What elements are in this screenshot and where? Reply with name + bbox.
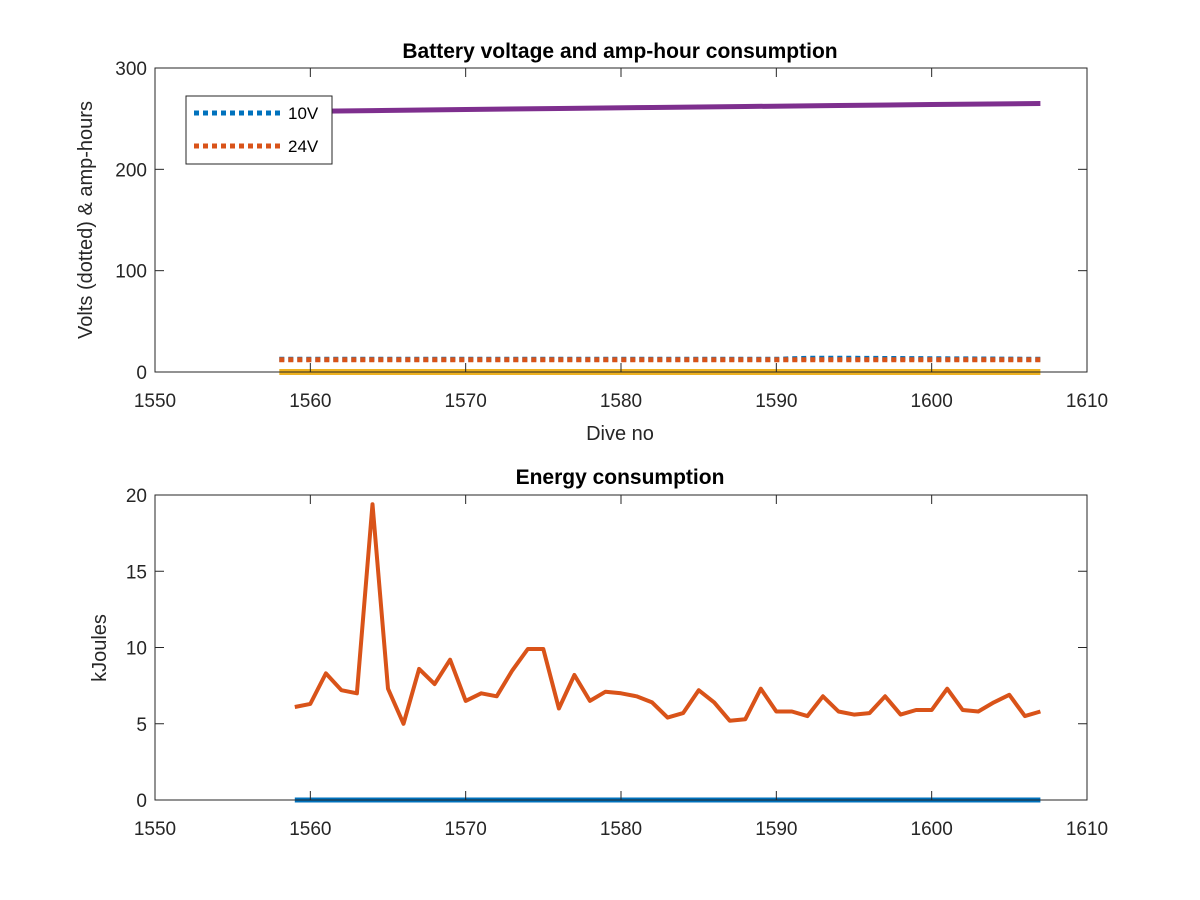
y-tick-label: 0 [136,363,147,384]
x-tick-label: 1600 [911,819,953,840]
x-axis-label: Dive no [586,423,654,445]
y-tick-label: 0 [136,791,147,812]
series-line-3 [279,101,1041,115]
y-axis-label: Volts (dotted) & amp-hours [75,101,97,339]
x-tick-label: 1560 [289,391,331,412]
x-tick-label: 1560 [289,819,331,840]
y-tick-label: 15 [126,562,147,583]
series-line-1 [294,502,1041,726]
x-tick-label: 1570 [445,391,487,412]
y-tick-label: 300 [115,59,147,80]
axes-ticks: 1550 1560 1570 1580 1590 1600 1610 0 5 10 15 20 [126,486,1108,840]
x-tick-label: 1600 [911,391,953,412]
y-tick-label: 200 [115,160,147,181]
legend-label-10v: 10V [288,104,319,123]
x-tick-label: 1590 [755,819,797,840]
chart-title: Battery voltage and amp-hour consumption [402,40,837,63]
y-tick-label: 10 [126,639,147,660]
chart-voltage: Battery voltage and amp-hour consumption… [75,40,1108,445]
y-tick-label: 5 [136,715,147,736]
y-axis-label: kJoules [89,614,111,682]
chart-energy: Energy consumption 1550 1560 1570 1580 1590 1… [89,466,1108,840]
x-tick-label: 1580 [600,819,642,840]
x-tick-label: 1550 [134,819,176,840]
legend-label-24v: 24V [288,137,319,156]
y-tick-label: 100 [115,262,147,283]
x-tick-label: 1590 [755,391,797,412]
x-tick-label: 1610 [1066,391,1108,412]
x-tick-label: 1550 [134,391,176,412]
x-tick-label: 1580 [600,391,642,412]
legend-box [185,95,333,165]
x-tick-label: 1610 [1066,819,1108,840]
legend: 10V 24V [185,95,333,165]
chart-title: Energy consumption [516,466,725,489]
x-tick-label: 1570 [445,819,487,840]
axes-ticks: 1550 1560 1570 1580 1590 1600 1610 0 100 200 300 [115,59,1108,412]
y-tick-label: 20 [126,486,147,507]
